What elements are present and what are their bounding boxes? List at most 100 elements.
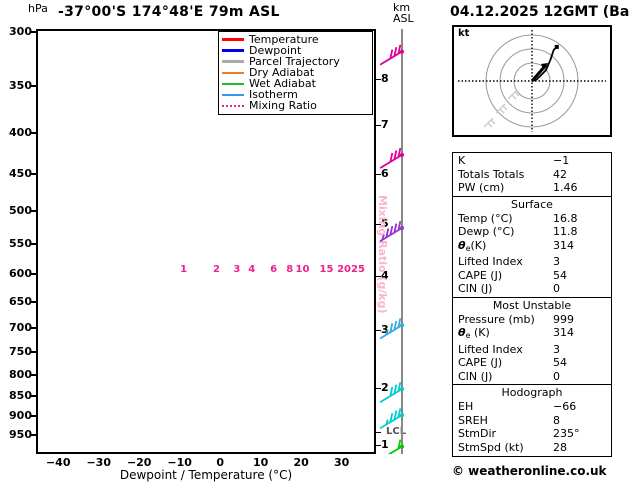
km-tick-label: 3 xyxy=(381,323,389,336)
table-row-value: 54 xyxy=(553,356,567,369)
pressure-tick-label: 400 xyxy=(9,125,32,139)
table-row: StmSpd (kt) 28 xyxy=(453,441,611,455)
pressure-tick-label: 650 xyxy=(9,295,32,309)
hodograph-wind-trace xyxy=(530,44,559,82)
hodograph-storm-barb xyxy=(507,89,520,100)
km-tick-label: 1 xyxy=(381,438,389,451)
table-row-key: θe(K) xyxy=(458,238,487,253)
legend-label: Dewpoint xyxy=(249,44,302,57)
table-row: EH −66 xyxy=(453,400,611,414)
wind-barb xyxy=(379,318,404,340)
table-row-key: θe (K) xyxy=(458,326,490,340)
pressure-tick-label: 700 xyxy=(9,321,32,335)
temperature-tick-label: −20 xyxy=(126,456,152,469)
hodograph-unit-label: kt xyxy=(458,28,470,39)
temperature-tick-label: −40 xyxy=(45,456,71,469)
temperature-tick-label: 10 xyxy=(252,456,269,469)
lcl-marker-label: LCL xyxy=(386,426,407,437)
km-unit-line2: ASL xyxy=(393,12,414,25)
wind-barb xyxy=(379,147,404,169)
table-section-title: Most Unstable xyxy=(492,298,572,312)
table-row-value: 314 xyxy=(553,326,574,339)
table-row-value: 11.8 xyxy=(553,225,578,238)
pressure-tick xyxy=(30,31,36,33)
temperature-tick-label: −10 xyxy=(167,456,192,469)
table-row-key: Lifted Index xyxy=(458,342,523,356)
wind-barb xyxy=(379,44,404,66)
mixing-ratio-label: 20 xyxy=(337,264,351,275)
table-row: Lifted Index 3 xyxy=(453,255,611,269)
table-row-value: −1 xyxy=(553,154,570,167)
table-row: Pressure (mb) 999 xyxy=(453,313,611,327)
mixing-ratio-label: 3 xyxy=(233,264,241,275)
km-tick xyxy=(376,125,381,126)
table-row: Temp (°C) 16.8 xyxy=(453,212,611,226)
table-section: Hodograph EH −66 SREH 8 StmDir 235° StmSpd (kt)… xyxy=(453,385,611,455)
chart-legend: Temperature Dewpoint Parcel Trajectory Dry … xyxy=(218,31,373,115)
table-row-value: 3 xyxy=(553,342,560,356)
hodograph-storm-barbs xyxy=(483,89,520,128)
table-row-key: Dewp (°C) xyxy=(458,225,515,238)
table-row-value: 314 xyxy=(553,238,574,252)
pressure-tick-label: 500 xyxy=(9,203,32,217)
table-row-key: Temp (°C) xyxy=(458,211,513,225)
legend-item: Dry Adiabat xyxy=(222,67,369,78)
pressure-tick-label: 750 xyxy=(9,345,32,359)
pressure-tick xyxy=(30,131,36,134)
pressure-unit-label: hPa xyxy=(28,2,48,15)
table-row-value: 54 xyxy=(553,268,567,282)
table-row: Totals Totals 42 xyxy=(453,168,611,182)
table-section-title: Hodograph xyxy=(501,386,563,399)
table-row-key: CAPE (J) xyxy=(458,268,503,282)
table-section: Most Unstable Pressure (mb) 999 θe (K) 314 Li… xyxy=(453,298,611,385)
model-run-title: 04.12.2025 12GMT (Base: 12) xyxy=(450,4,629,20)
table-row-value: 235° xyxy=(553,427,580,440)
pressure-tick xyxy=(30,84,36,87)
km-tick xyxy=(376,330,381,331)
table-row: CIN (J) 0 xyxy=(453,282,611,296)
km-tick xyxy=(376,79,381,80)
km-tick xyxy=(376,224,381,225)
table-row: SREH 8 xyxy=(453,414,611,428)
legend-label: Wet Adiabat xyxy=(249,77,316,90)
km-tick-label: 8 xyxy=(381,72,389,85)
legend-item: Temperature xyxy=(222,34,369,45)
mixing-ratio-axis-title: Mixing Ratio (g/kg) xyxy=(376,195,389,314)
pressure-tick xyxy=(30,395,36,398)
mixing-ratio-label: 8 xyxy=(286,264,294,275)
wind-barb-column xyxy=(379,29,404,454)
legend-swatch xyxy=(222,60,244,63)
pressure-tick xyxy=(30,301,36,304)
mixing-ratio-label: 4 xyxy=(248,264,256,275)
pressure-tick xyxy=(30,434,36,437)
pressure-tick xyxy=(30,273,36,276)
pressure-tick xyxy=(30,172,36,175)
table-row-value: 8 xyxy=(553,413,560,427)
table-row: θe(K) 314 xyxy=(453,239,611,256)
pressure-tick xyxy=(30,327,36,330)
wind-barb xyxy=(379,408,404,430)
legend-item: Mixing Ratio xyxy=(222,100,369,111)
x-axis-title: Dewpoint / Temperature (°C) xyxy=(119,468,293,482)
table-section: K −1 Totals Totals 42 PW (cm) 1.46 xyxy=(453,153,611,197)
temperature-tick-label: 0 xyxy=(216,456,224,469)
table-row-key: Pressure (mb) xyxy=(458,312,535,326)
height-unit-label: km ASL xyxy=(393,2,414,24)
table-row-key: StmSpd (kt) xyxy=(458,440,524,454)
table-row-key: SREH xyxy=(458,413,488,427)
hodograph-panel xyxy=(452,25,612,137)
sounding-indices-table: K −1 Totals Totals 42 PW (cm) 1.46 Surface Temp… xyxy=(452,152,612,457)
legend-item: Parcel Trajectory xyxy=(222,56,369,67)
legend-item: Isotherm xyxy=(222,89,369,100)
table-row: Lifted Index 3 xyxy=(453,343,611,357)
mixing-ratio-label: 15 xyxy=(319,264,334,275)
wind-barb xyxy=(379,382,404,404)
km-tick-label: 7 xyxy=(381,118,389,131)
table-row-value: −66 xyxy=(553,400,577,413)
table-row-value: 0 xyxy=(553,369,560,383)
table-section: Surface Temp (°C) 16.8 Dewp (°C) 11.8 θe(K) 31… xyxy=(453,197,611,298)
table-row-value: 999 xyxy=(553,312,574,326)
legend-label: Parcel Trajectory xyxy=(249,55,340,68)
legend-label: Isotherm xyxy=(249,88,298,101)
legend-item: Dewpoint xyxy=(222,45,369,56)
